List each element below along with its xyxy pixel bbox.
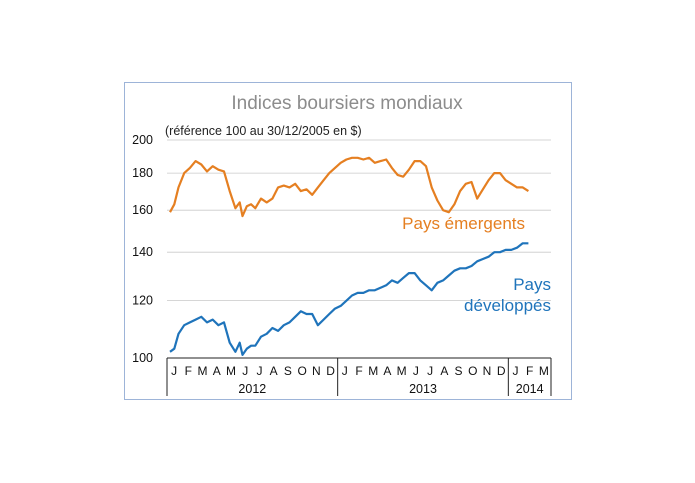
x-month-label: A xyxy=(213,364,221,378)
chart-title: Indices boursiers mondiaux xyxy=(231,93,463,114)
x-month-label: J xyxy=(512,364,518,378)
x-month-label: J xyxy=(413,364,419,378)
x-month-label: A xyxy=(383,364,391,378)
x-month-label: M xyxy=(226,364,236,378)
x-year-label: 2014 xyxy=(516,382,544,396)
series-line-1 xyxy=(169,242,529,356)
x-month-label: O xyxy=(297,364,306,378)
chart-subtitle: (référence 100 au 30/12/2005 en $) xyxy=(165,124,362,138)
x-year-label: 2012 xyxy=(238,382,266,396)
y-tick-label: 100 xyxy=(132,351,153,365)
series-label-emergents: Pays émergents xyxy=(402,214,525,233)
x-month-label: N xyxy=(312,364,321,378)
x-month-label: A xyxy=(440,364,448,378)
x-year-label: 2013 xyxy=(409,382,437,396)
x-month-label: A xyxy=(270,364,278,378)
x-month-label: M xyxy=(397,364,407,378)
x-month-label: J xyxy=(242,364,248,378)
x-month-label: F xyxy=(355,364,362,378)
series-lines xyxy=(169,156,529,356)
x-month-label: N xyxy=(483,364,492,378)
series-label-developpes-line1: Pays xyxy=(513,275,551,294)
x-month-label: M xyxy=(539,364,549,378)
x-month-label: D xyxy=(326,364,335,378)
x-month-label: J xyxy=(171,364,177,378)
x-month-label: J xyxy=(427,364,433,378)
x-month-label: M xyxy=(368,364,378,378)
y-tick-label: 180 xyxy=(132,166,153,180)
y-tick-label: 160 xyxy=(132,203,153,217)
chart-svg: Indices boursiers mondiaux (référence 10… xyxy=(132,93,552,396)
series-line-0 xyxy=(169,156,529,218)
x-month-label: J xyxy=(256,364,262,378)
x-month-label: M xyxy=(198,364,208,378)
y-tick-label: 120 xyxy=(132,294,153,308)
y-axis-ticks: 100 120 140 160 180 200 xyxy=(132,133,153,365)
gridlines xyxy=(167,139,551,302)
x-month-label: F xyxy=(185,364,192,378)
x-month-label: J xyxy=(342,364,348,378)
series-label-developpes-line2: développés xyxy=(464,296,551,315)
chart-frame: Indices boursiers mondiaux (référence 10… xyxy=(124,82,572,400)
x-month-label: F xyxy=(526,364,533,378)
x-month-label: O xyxy=(468,364,477,378)
y-tick-label: 140 xyxy=(132,245,153,259)
y-tick-label: 200 xyxy=(132,133,153,147)
x-month-label: S xyxy=(284,364,292,378)
x-month-label: S xyxy=(455,364,463,378)
x-month-label: D xyxy=(497,364,506,378)
